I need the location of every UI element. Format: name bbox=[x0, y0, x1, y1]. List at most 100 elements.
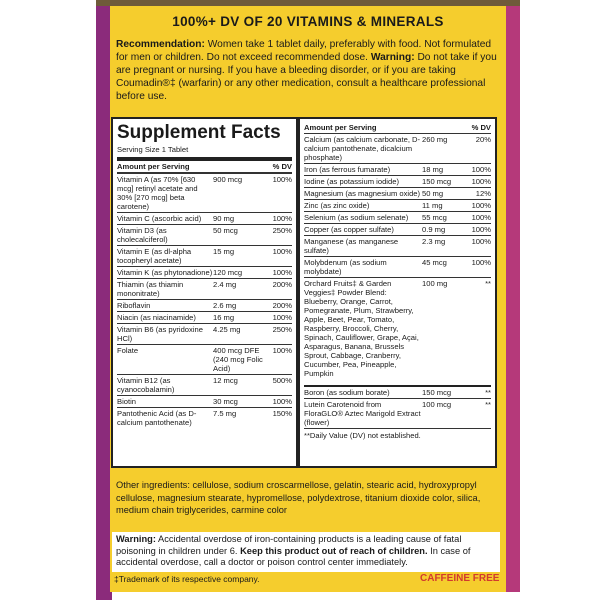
amount: 900 mcg bbox=[213, 175, 243, 184]
dv-header: % DV bbox=[471, 123, 491, 132]
amount: 100 mg bbox=[422, 279, 448, 288]
nutrient: Vitamin B12 (as cyanocobalamin) bbox=[117, 376, 175, 394]
fact-row: Folate 400 mcg DFE (240 mcg Folic Acid) 10… bbox=[117, 344, 292, 374]
amount: 50 mcg bbox=[213, 226, 238, 235]
box-left-side bbox=[96, 0, 112, 600]
amount: 120 mcg bbox=[213, 268, 243, 277]
warning-box: Warning: Accidental overdose of iron-con… bbox=[112, 532, 500, 572]
serving-size: Serving Size 1 Tablet bbox=[117, 143, 292, 161]
nutrient: Biotin bbox=[117, 397, 136, 406]
fact-row: Zinc (as zinc oxide) 11 mg 100% bbox=[304, 199, 491, 211]
fact-row: Selenium (as sodium selenate) 55 mcg 100% bbox=[304, 211, 491, 223]
nutrient: Lutein Carotenoid from FloraGLO® Aztec M… bbox=[304, 400, 421, 427]
box-top bbox=[96, 0, 520, 6]
fact-row: Molybdenum (as sodium molybdate) 45 mcg 10… bbox=[304, 256, 491, 277]
daily-value: 500% bbox=[272, 376, 292, 385]
nutrient: Vitamin C (ascorbic acid) bbox=[117, 214, 202, 223]
daily-value: 200% bbox=[272, 301, 292, 310]
amount: 90 mg bbox=[213, 214, 235, 223]
amount: 55 mcg bbox=[422, 213, 447, 222]
amount: 30 mcg bbox=[213, 397, 238, 406]
amount: 11 mg bbox=[422, 201, 443, 210]
amount: 100 mcg bbox=[422, 400, 452, 409]
daily-value: 100% bbox=[272, 397, 292, 406]
fact-row: Iodine (as potassium iodide) 150 mcg 100% bbox=[304, 175, 491, 187]
daily-value: 100% bbox=[272, 268, 292, 277]
amount: 45 mcg bbox=[422, 258, 447, 267]
daily-value: 100% bbox=[272, 214, 292, 223]
rec-label: Recommendation: bbox=[116, 39, 205, 50]
amount: 50 mg bbox=[422, 189, 444, 198]
nutrient: Vitamin K (as phytonadione) bbox=[117, 268, 213, 277]
header-row: Amount per Serving % DV bbox=[304, 122, 491, 133]
fact-row: Boron (as sodium borate) 150 mcg ** bbox=[304, 385, 491, 398]
daily-value: 100% bbox=[471, 165, 491, 174]
amount: 16 mg bbox=[213, 313, 235, 322]
nutrient: Iodine (as potassium iodide) bbox=[304, 177, 399, 186]
footnote: **Daily Value (DV) not established. bbox=[304, 428, 491, 440]
nutrient: Riboflavin bbox=[117, 301, 151, 310]
recommendation: Recommendation: Women take 1 tablet dail… bbox=[116, 38, 500, 103]
nutrient: Vitamin D3 (as cholecalciferol) bbox=[117, 226, 168, 244]
daily-value: ** bbox=[485, 388, 491, 397]
fact-row: Vitamin A (as 70% [630 mcg] retinyl acet… bbox=[117, 173, 292, 212]
amount: 0.9 mg bbox=[422, 225, 446, 234]
nutrient: Vitamin E (as dl-alpha tocopheryl acetat… bbox=[117, 247, 192, 265]
daily-value: 100% bbox=[471, 237, 491, 246]
amount: 12 mcg bbox=[213, 376, 238, 385]
nutrient: Folate bbox=[117, 346, 139, 355]
fact-row: Vitamin K (as phytonadione) 120 mcg 100% bbox=[117, 266, 292, 278]
daily-value: 12% bbox=[475, 189, 491, 198]
daily-value: 250% bbox=[272, 226, 292, 235]
fact-row: Orchard Fruits‡ & Garden Veggies‡ Powder… bbox=[304, 277, 491, 379]
daily-value: 100% bbox=[272, 175, 292, 184]
facts-title: Supplement Facts bbox=[117, 122, 281, 143]
other-ingredients: Other ingredients: cellulose, sodium cro… bbox=[116, 480, 481, 515]
nutrient: Magnesium (as magnesium oxide) bbox=[304, 189, 421, 198]
rec-warning-label: Warning: bbox=[370, 52, 415, 63]
nutrient: Manganese (as manganese sulfate) bbox=[304, 237, 399, 255]
nutrient: Zinc (as zinc oxide) bbox=[304, 201, 370, 210]
box-right-side bbox=[506, 0, 520, 592]
amount: 4.25 mg bbox=[213, 325, 241, 334]
nutrient: Niacin (as niacinamide) bbox=[117, 313, 196, 322]
amount: 18 mg bbox=[422, 165, 444, 174]
daily-value: 150% bbox=[272, 409, 292, 418]
daily-value: 200% bbox=[272, 280, 292, 289]
amount: 150 mcg bbox=[422, 388, 452, 397]
daily-value: 100% bbox=[471, 201, 491, 210]
fact-row: Vitamin B12 (as cyanocobalamin) 12 mcg 500… bbox=[117, 374, 292, 395]
nutrient: Calcium (as calcium carbonate, D-calcium… bbox=[304, 135, 421, 162]
nutrient: Molybdenum (as sodium molybdate) bbox=[304, 258, 387, 276]
fact-row: Magnesium (as magnesium oxide) 50 mg 12% bbox=[304, 187, 491, 199]
nutrient: Pantothenic Acid (as D-calcium pantothen… bbox=[117, 409, 197, 427]
rec-text: Women take 1 tablet daily, preferably wi… bbox=[116, 39, 492, 63]
fact-row: Biotin 30 mcg 100% bbox=[117, 395, 292, 407]
warning-text: In case of accidental overdose, call a d… bbox=[116, 545, 471, 568]
daily-value: 100% bbox=[272, 313, 292, 322]
daily-value: 100% bbox=[471, 258, 491, 267]
fact-row: Calcium (as calcium carbonate, D-calcium… bbox=[304, 133, 491, 163]
dv-header: % DV bbox=[272, 162, 292, 171]
daily-value: 100% bbox=[272, 247, 292, 256]
facts-left: Supplement Facts Serving Size 1 Tablet A… bbox=[111, 117, 298, 468]
fact-row: Manganese (as manganese sulfate) 2.3 mg 10… bbox=[304, 235, 491, 256]
fact-row: Riboflavin 2.6 mg 200% bbox=[117, 299, 292, 311]
amount: 260 mg bbox=[422, 135, 448, 144]
rec-warning-text: Do not take if you are pregnant or nursi… bbox=[116, 52, 497, 102]
nutrient: Boron (as sodium borate) bbox=[304, 388, 390, 397]
fact-row: Copper (as copper sulfate) 0.9 mg 100% bbox=[304, 223, 491, 235]
daily-value: 250% bbox=[272, 325, 292, 334]
nutrient: Copper (as copper sulfate) bbox=[304, 225, 394, 234]
warning-bold: Keep this product out of reach of childr… bbox=[240, 545, 428, 556]
nutrient: Vitamin A (as 70% [630 mcg] retinyl acet… bbox=[117, 175, 198, 211]
trademark: ‡Trademark of its respective company. bbox=[114, 574, 260, 584]
amount: 400 mcg DFE (240 mcg Folic Acid) bbox=[213, 346, 263, 373]
nutrient: Thiamin (as thiamin mononitrate) bbox=[117, 280, 184, 298]
warning-text: Accidental overdose of iron-containing p… bbox=[116, 534, 462, 556]
fact-row: Thiamin (as thiamin mononitrate) 2.4 mg 20… bbox=[117, 278, 292, 299]
daily-value: 100% bbox=[471, 225, 491, 234]
amount: 150 mcg bbox=[422, 177, 452, 186]
fact-row: Lutein Carotenoid from FloraGLO® Aztec M… bbox=[304, 398, 491, 428]
